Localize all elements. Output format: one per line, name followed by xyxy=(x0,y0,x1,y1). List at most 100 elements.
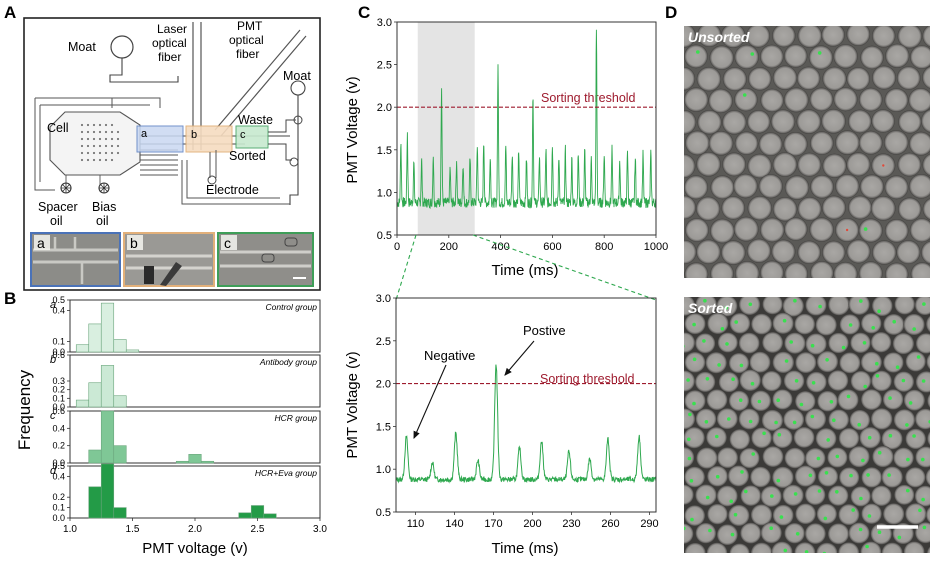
histogram-bar xyxy=(238,512,252,519)
histogram-bar xyxy=(113,339,127,353)
droplet xyxy=(747,110,771,134)
droplet xyxy=(794,313,816,335)
droplet xyxy=(850,370,872,392)
droplet xyxy=(808,45,834,70)
fluorescent-cell xyxy=(739,363,744,368)
fluorescent-cell xyxy=(687,456,692,461)
droplet xyxy=(684,153,696,179)
fluorescent-cell xyxy=(717,363,721,367)
droplet xyxy=(684,505,706,527)
droplet xyxy=(797,26,822,48)
droplet xyxy=(848,109,872,134)
fluorescent-cell xyxy=(877,450,882,455)
droplet xyxy=(910,262,930,278)
droplet xyxy=(685,276,706,297)
droplet xyxy=(816,542,838,553)
droplet xyxy=(805,333,827,355)
fluorescent-cell xyxy=(729,499,733,504)
droplet xyxy=(861,503,882,525)
histogram-panel: 0.0 0.2 0.4 0.6 HCR group c xyxy=(50,406,321,468)
top-ylabel: PMT Voltage (v) xyxy=(344,76,361,183)
histogram-frame xyxy=(69,299,321,353)
droplet xyxy=(783,408,805,431)
fluorescent-cell xyxy=(909,286,913,290)
droplet xyxy=(771,541,793,553)
droplet xyxy=(659,46,683,70)
droplet xyxy=(804,484,826,506)
droplet xyxy=(662,351,683,372)
droplet xyxy=(922,153,930,177)
droplet xyxy=(772,65,798,90)
fluorescent-cell xyxy=(776,478,781,483)
droplet xyxy=(772,504,794,526)
droplet xyxy=(796,109,822,134)
histogram-y-axis-label: Frequency xyxy=(15,369,34,450)
droplet xyxy=(859,174,885,199)
fluorescent-cell xyxy=(804,550,809,553)
pmt-label-2: optical xyxy=(229,33,264,47)
droplet xyxy=(749,351,771,373)
droplet xyxy=(721,240,746,265)
droplet xyxy=(739,447,760,469)
fluorescent-cell xyxy=(686,378,690,382)
droplet xyxy=(734,44,759,70)
droplet xyxy=(695,408,717,430)
droplet xyxy=(717,447,739,469)
droplet xyxy=(905,503,927,525)
droplet xyxy=(883,352,904,373)
droplet xyxy=(914,297,930,316)
droplet xyxy=(805,371,827,393)
fluorescent-cell xyxy=(727,417,731,421)
droplet xyxy=(885,262,909,278)
histogram-bar xyxy=(100,463,115,519)
fluorescent-cell xyxy=(720,327,725,331)
spacer-oil-inlet xyxy=(60,182,72,194)
droplet xyxy=(837,389,859,411)
fluorescent-cell xyxy=(817,51,822,55)
droplet xyxy=(870,408,893,430)
histogram-title: Control group xyxy=(265,302,317,312)
droplet xyxy=(822,240,846,265)
droplet xyxy=(848,522,870,544)
droplet xyxy=(738,332,760,354)
droplet xyxy=(925,315,930,333)
fluorescent-cell xyxy=(851,508,855,512)
x-tick-label: 400 xyxy=(491,241,509,253)
y-tick-label: 0.4 xyxy=(52,423,65,433)
droplet xyxy=(910,45,930,69)
droplet xyxy=(663,466,684,487)
fluorescent-cell xyxy=(704,420,709,424)
droplet xyxy=(684,175,708,200)
droplet xyxy=(684,262,709,278)
cell-chamber xyxy=(49,111,141,176)
droplet xyxy=(684,542,706,553)
fluorescent-cell xyxy=(895,365,900,370)
droplet xyxy=(722,152,746,177)
fluorescent-cell xyxy=(905,423,909,427)
droplet xyxy=(747,153,772,179)
red-cell xyxy=(882,164,885,167)
fluorescent-cell xyxy=(865,544,869,549)
droplet xyxy=(708,130,734,156)
fluorescent-cell xyxy=(844,289,848,293)
droplet xyxy=(894,484,915,505)
droplet xyxy=(697,110,722,135)
droplet xyxy=(839,275,860,296)
droplet xyxy=(684,408,696,430)
droplet xyxy=(909,218,930,243)
droplet xyxy=(871,370,892,392)
fluorescent-cell xyxy=(793,492,798,496)
fluorescent-cell xyxy=(825,358,829,362)
fluorescent-cell xyxy=(888,396,892,400)
droplet xyxy=(729,543,750,553)
droplet xyxy=(769,26,773,27)
droplet xyxy=(782,484,804,507)
droplet xyxy=(729,312,751,334)
droplet xyxy=(662,543,682,561)
droplet xyxy=(897,26,923,49)
droplet xyxy=(720,26,746,48)
waste-outlet-channel xyxy=(268,119,296,133)
droplet xyxy=(738,297,761,316)
droplet xyxy=(782,297,805,317)
cell-label: Cell xyxy=(47,121,69,135)
